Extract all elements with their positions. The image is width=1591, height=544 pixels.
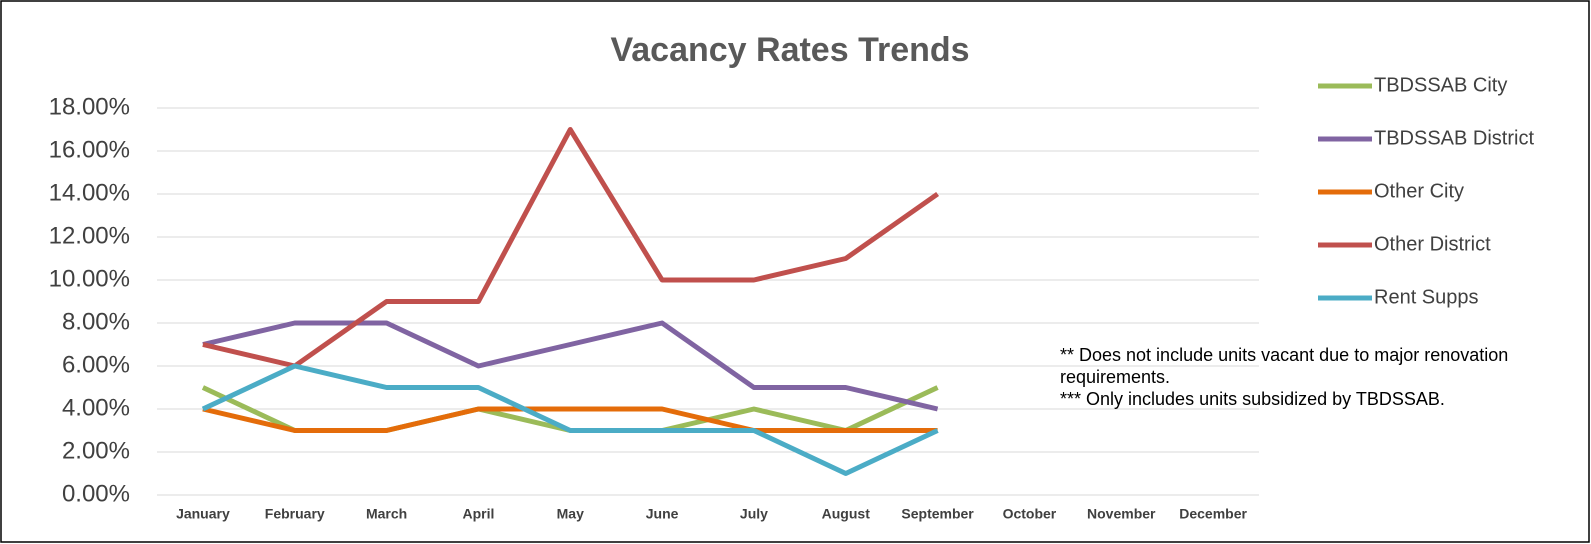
y-tick-label: 18.00% <box>49 93 130 120</box>
y-tick-label: 10.00% <box>49 265 130 292</box>
x-tick-label: December <box>1179 506 1247 522</box>
x-tick-label: February <box>265 506 325 522</box>
annotation: ** Does not include units vacant due to … <box>1060 345 1509 387</box>
x-tick-label: August <box>822 506 871 522</box>
x-tick-label: April <box>462 506 494 522</box>
x-tick-label: January <box>176 506 230 522</box>
x-tick-label: May <box>557 506 584 522</box>
data-line <box>202 320 939 412</box>
y-tick-label: 0.00% <box>62 480 130 507</box>
legend-label: Other District <box>1374 233 1491 255</box>
x-tick-label: September <box>901 506 974 522</box>
y-tick-label: 6.00% <box>62 351 130 378</box>
annotations: ** Does not include units vacant due to … <box>1060 344 1540 410</box>
x-tick-label: November <box>1087 506 1156 522</box>
data-line <box>202 406 938 433</box>
data-line <box>201 363 939 476</box>
legend-label: TBDSSAB District <box>1374 127 1534 149</box>
y-tick-label: 8.00% <box>62 308 130 335</box>
y-tick-label: 12.00% <box>49 222 130 249</box>
y-tick-label: 16.00% <box>49 136 130 163</box>
y-tick-label: 2.00% <box>62 437 130 464</box>
y-tick-label: 14.00% <box>49 179 130 206</box>
legend-label: TBDSSAB City <box>1374 74 1507 96</box>
legend-label: Other City <box>1374 180 1464 202</box>
annotation: *** Only includes units subsidized by TB… <box>1060 389 1445 409</box>
x-tick-label: July <box>740 506 768 522</box>
x-tick-label: June <box>646 506 679 522</box>
legend-label: Rent Supps <box>1374 286 1479 308</box>
x-tick-label: October <box>1003 506 1057 522</box>
y-tick-label: 4.00% <box>62 394 130 421</box>
x-tick-label: March <box>366 506 407 522</box>
chart-title: Vacancy Rates Trends <box>610 31 969 69</box>
data-line <box>202 127 940 369</box>
